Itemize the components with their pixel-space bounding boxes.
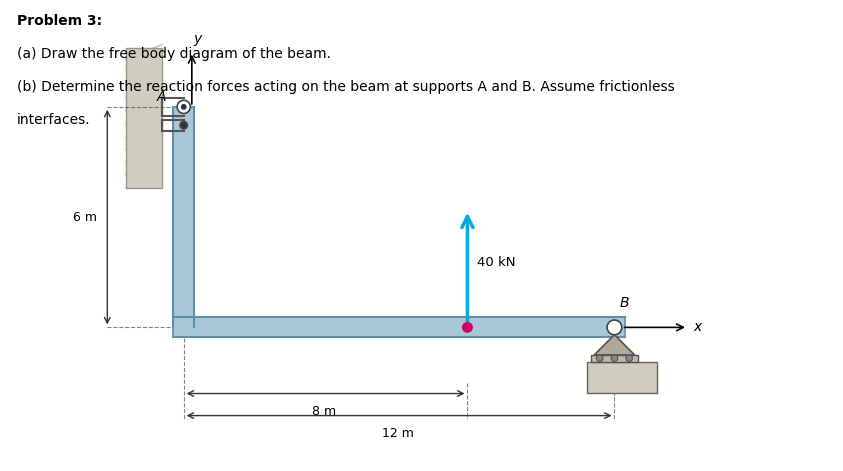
- Circle shape: [180, 122, 187, 129]
- Text: B: B: [620, 296, 630, 310]
- Bar: [591, 355, 638, 362]
- Text: y: y: [194, 32, 202, 46]
- Bar: [126, 48, 163, 188]
- Text: (b) Determine the reaction forces acting on the beam at supports A and B. Assume: (b) Determine the reaction forces acting…: [17, 80, 674, 94]
- Text: A: A: [157, 90, 166, 105]
- Circle shape: [626, 355, 632, 362]
- Polygon shape: [594, 335, 635, 355]
- Bar: [174, 317, 626, 338]
- Circle shape: [607, 320, 622, 335]
- Circle shape: [177, 100, 191, 114]
- Circle shape: [597, 355, 603, 362]
- Bar: [587, 362, 657, 393]
- Text: 40 kN: 40 kN: [476, 256, 515, 269]
- Text: x: x: [694, 320, 701, 334]
- Text: 8 m: 8 m: [312, 405, 336, 418]
- Circle shape: [181, 105, 186, 109]
- Text: Problem 3:: Problem 3:: [17, 14, 102, 28]
- Text: 12 m: 12 m: [382, 427, 414, 439]
- Text: (a) Draw the free body diagram of the beam.: (a) Draw the free body diagram of the be…: [17, 47, 330, 61]
- Circle shape: [463, 323, 472, 332]
- Text: 6 m: 6 m: [73, 211, 97, 224]
- Text: interfaces.: interfaces.: [17, 113, 90, 127]
- Circle shape: [611, 355, 618, 362]
- Bar: [174, 107, 194, 327]
